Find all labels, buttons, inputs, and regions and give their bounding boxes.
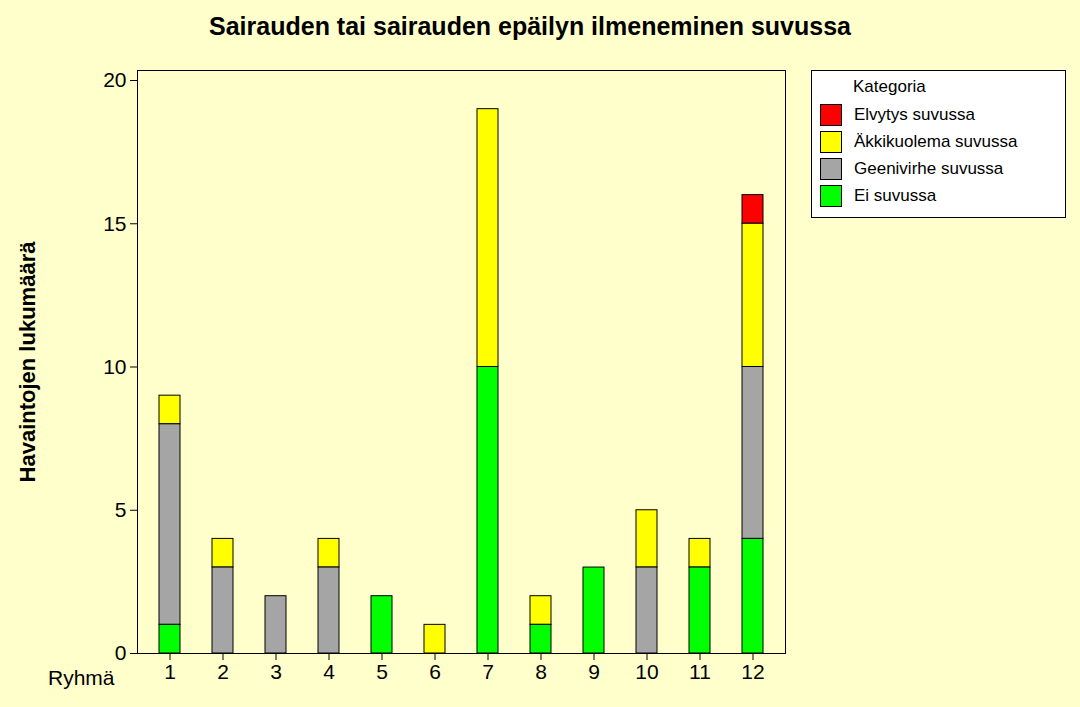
svg-text:4: 4 — [323, 660, 335, 683]
html-text:Geenivirhe suvussa: Geenivirhe suvussa — [854, 158, 1004, 178]
html-text:Sairauden tai sairauden epäily: Sairauden tai sairauden epäilyn ilmenemi… — [209, 12, 851, 40]
html-text:Äkkikuolema suvussa: Äkkikuolema suvussa — [854, 131, 1018, 151]
svg-text:12: 12 — [741, 660, 764, 683]
html-text:Kategoria: Kategoria — [853, 77, 926, 96]
svg-text:0: 0 — [115, 641, 127, 664]
svg-text:6: 6 — [429, 660, 441, 683]
svg-text:3: 3 — [270, 660, 282, 683]
svg-text:10: 10 — [635, 660, 658, 683]
svg-text:5: 5 — [376, 660, 388, 683]
html-text:Ei suvussa: Ei suvussa — [854, 185, 937, 205]
svg-text:15: 15 — [103, 211, 126, 234]
svg-text:11: 11 — [689, 660, 711, 683]
html-text:Ryhmä: Ryhmä — [48, 666, 115, 689]
svg-text:10: 10 — [103, 355, 126, 378]
svg-text:Havaintojen lukumäärä: Havaintojen lukumäärä — [15, 241, 40, 483]
svg-text:2: 2 — [217, 660, 229, 683]
svg-text:7: 7 — [482, 660, 494, 683]
svg-text:1: 1 — [164, 660, 176, 683]
svg-text:5: 5 — [115, 498, 127, 521]
svg-text:8: 8 — [535, 660, 547, 683]
html-text:Elvytys suvussa: Elvytys suvussa — [854, 104, 975, 124]
svg-text:20: 20 — [103, 68, 126, 91]
svg-text:9: 9 — [588, 660, 600, 683]
